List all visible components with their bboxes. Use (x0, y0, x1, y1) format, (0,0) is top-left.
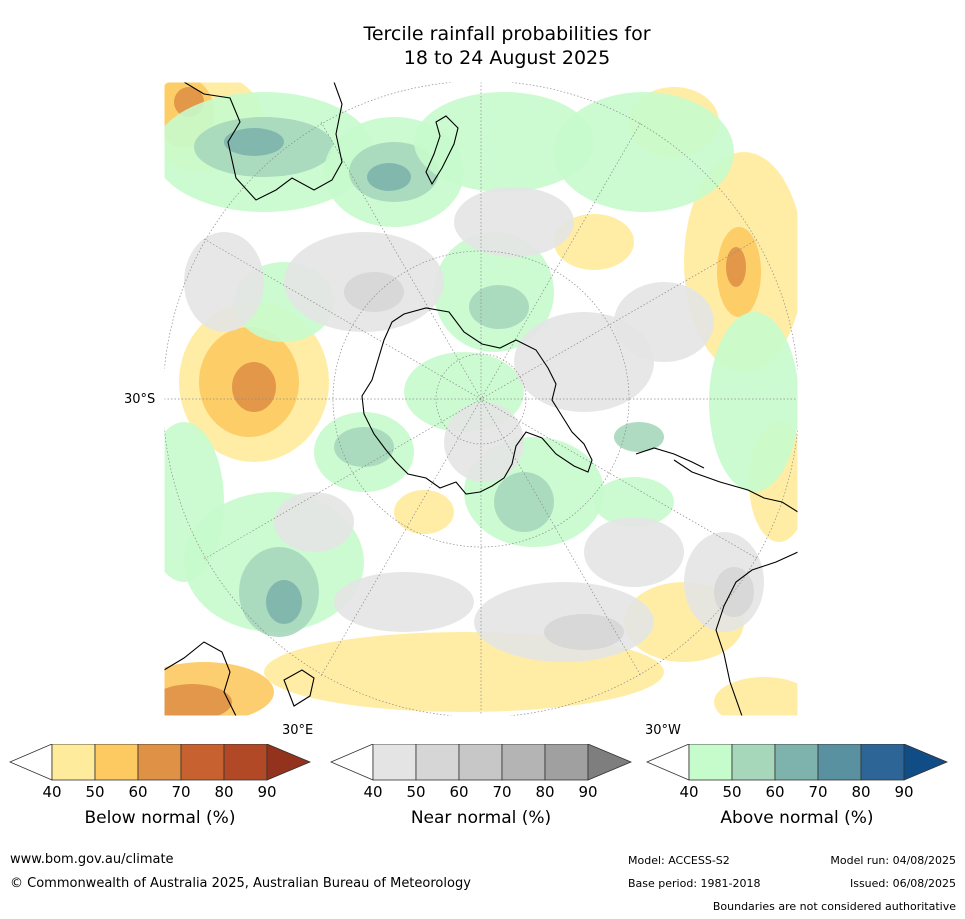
tick-label: 40 (679, 783, 698, 801)
below-normal-region (726, 247, 746, 287)
above-normal-region (224, 128, 284, 156)
colorbar-near-max-arrow (588, 744, 631, 780)
colorbar-below-cell (95, 744, 138, 780)
colorbar-above-min-arrow (647, 744, 689, 780)
colorbar-below-cell (138, 744, 181, 780)
colorbar-above-cell (732, 744, 775, 780)
colorbar-near-cell (545, 744, 588, 780)
tick-label: 90 (578, 783, 597, 801)
above-normal-region (554, 92, 734, 212)
colorbar-above-cell (818, 744, 861, 780)
colorbar-above-normal (645, 744, 949, 782)
tick-label: 70 (808, 783, 827, 801)
tick-label: 90 (257, 783, 276, 801)
above-normal-region (614, 422, 664, 452)
colorbar-below-normal (8, 744, 312, 782)
model-run-date: Model run: 04/08/2025 (830, 854, 956, 867)
colorbar-below-max-arrow (267, 744, 310, 780)
copyright-text: © Commonwealth of Australia 2025, Austra… (10, 876, 471, 891)
colorbar-below-cell (224, 744, 267, 780)
title-line-1: Tercile rainfall probabilities for (0, 22, 965, 46)
above-normal-region (709, 312, 798, 492)
colorbar-near-cell (416, 744, 459, 780)
colorbar-below-cell (181, 744, 224, 780)
tick-label: 80 (851, 783, 870, 801)
colorbar-above-ticks: 40 50 60 70 80 90 (645, 783, 949, 803)
colorbar-above-max-arrow (904, 744, 947, 780)
tick-label: 60 (765, 783, 784, 801)
boundaries-disclaimer: Boundaries are not considered authoritat… (713, 900, 956, 913)
tick-label: 70 (492, 783, 511, 801)
near-normal-region (614, 282, 714, 362)
near-normal-region (344, 272, 404, 312)
above-normal-region (469, 285, 529, 329)
model-name: Model: ACCESS-S2 (628, 854, 730, 867)
tick-label: 40 (42, 783, 61, 801)
colorbar-near-cell (502, 744, 545, 780)
website-link[interactable]: www.bom.gov.au/climate (10, 852, 174, 867)
title-line-2: 18 to 24 August 2025 (0, 46, 965, 70)
tick-label: 60 (128, 783, 147, 801)
colorbar-below-min-arrow (10, 744, 52, 780)
below-normal-region (394, 490, 454, 534)
longitude-label-east: 30°E (282, 723, 313, 738)
base-period: Base period: 1981-2018 (628, 877, 760, 890)
above-normal-region (266, 580, 302, 624)
tick-label: 50 (85, 783, 104, 801)
colorbar-below-cell (52, 744, 95, 780)
near-normal-region (544, 614, 624, 650)
chart-title: Tercile rainfall probabilities for 18 to… (0, 22, 965, 70)
tick-label: 70 (171, 783, 190, 801)
near-normal-region (184, 232, 264, 332)
near-normal-region (584, 517, 684, 587)
near-normal-region (334, 572, 474, 632)
above-normal-region (334, 427, 394, 467)
tick-label: 50 (722, 783, 741, 801)
below-normal-region (232, 362, 276, 412)
above-normal-region (367, 163, 411, 191)
tick-label: 80 (535, 783, 554, 801)
colorbar-near-title: Near normal (%) (329, 808, 633, 828)
polar-rainfall-map (164, 82, 798, 716)
colorbar-below-ticks: 40 50 60 70 80 90 (8, 783, 312, 803)
issued-date: Issued: 06/08/2025 (850, 877, 956, 890)
latitude-label: 30°S (124, 392, 155, 407)
colorbar-below-title: Below normal (%) (8, 808, 312, 828)
longitude-label-west: 30°W (645, 723, 681, 738)
colorbar-above-cell (689, 744, 732, 780)
colorbar-above-cell (775, 744, 818, 780)
colorbar-above-title: Above normal (%) (645, 808, 949, 828)
tick-label: 60 (449, 783, 468, 801)
tick-label: 90 (894, 783, 913, 801)
colorbar-near-cell (373, 744, 416, 780)
colorbar-near-ticks: 40 50 60 70 80 90 (329, 783, 633, 803)
colorbar-near-normal (329, 744, 633, 782)
near-normal-region (274, 492, 354, 552)
near-normal-region (454, 187, 574, 257)
colorbar-near-cell (459, 744, 502, 780)
above-normal-region (494, 472, 554, 532)
tick-label: 40 (363, 783, 382, 801)
tick-label: 80 (214, 783, 233, 801)
colorbar-near-min-arrow (331, 744, 373, 780)
tick-label: 50 (406, 783, 425, 801)
colorbar-above-cell (861, 744, 904, 780)
